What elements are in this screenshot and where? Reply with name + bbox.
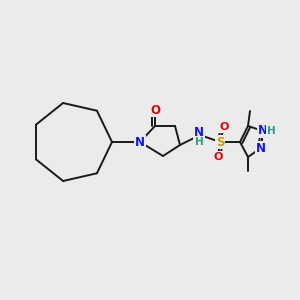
Text: O: O: [213, 152, 223, 162]
Text: N: N: [194, 127, 204, 140]
Text: O: O: [150, 103, 160, 116]
Text: H: H: [267, 126, 275, 136]
Text: H: H: [195, 137, 203, 147]
Text: N: N: [135, 136, 145, 148]
Text: N: N: [258, 124, 268, 137]
Text: N: N: [256, 142, 266, 154]
Text: O: O: [219, 122, 229, 132]
Text: S: S: [216, 136, 224, 148]
